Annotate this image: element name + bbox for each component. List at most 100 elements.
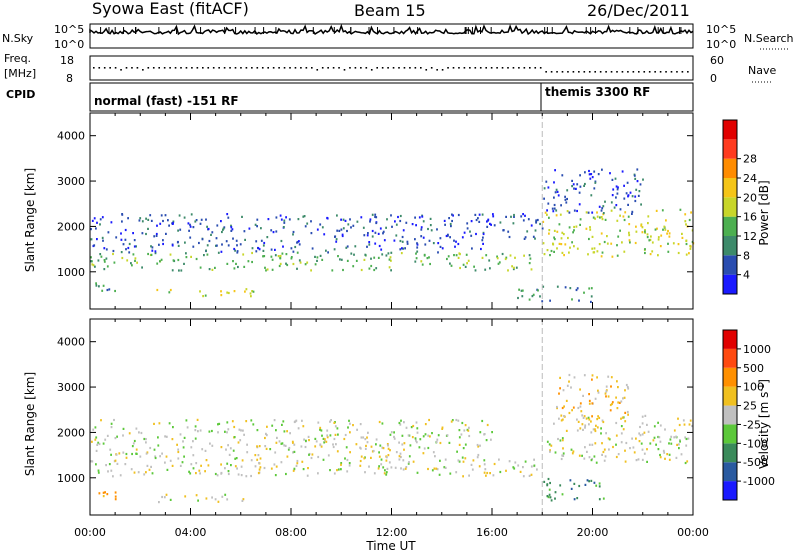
range-cell <box>292 451 294 454</box>
range-cell <box>264 436 266 440</box>
range-cell <box>448 441 451 444</box>
range-cell <box>608 438 611 441</box>
range-cell <box>591 211 594 214</box>
range-cell <box>624 460 627 463</box>
freq-dot <box>687 71 689 73</box>
range-cell <box>394 220 396 223</box>
range-cell <box>571 409 573 412</box>
range-cell <box>196 418 199 421</box>
range-cell <box>279 254 282 258</box>
range-cell <box>378 455 381 458</box>
range-cell <box>524 236 527 239</box>
range-cell <box>306 261 309 264</box>
range-cell <box>120 251 123 254</box>
range-cell <box>490 223 492 226</box>
range-cell <box>573 376 576 379</box>
range-cell <box>177 448 180 451</box>
colorbar-swatch <box>723 197 737 217</box>
range-cell <box>177 258 180 262</box>
range-cell <box>227 244 230 247</box>
range-cell <box>381 446 384 449</box>
range-cell <box>380 463 383 466</box>
range-cell <box>468 474 470 477</box>
range-cell <box>319 254 322 257</box>
range-cell <box>564 195 566 198</box>
range-cell <box>220 446 223 449</box>
range-cell <box>465 253 468 256</box>
range-cell <box>477 453 480 457</box>
range-cell <box>462 263 465 266</box>
range-cell <box>199 266 202 269</box>
range-cell <box>509 254 512 257</box>
range-cell <box>176 443 178 446</box>
range-cell <box>430 229 433 232</box>
range-cell <box>363 258 366 261</box>
range-cell <box>464 424 467 427</box>
range-cell <box>571 179 573 182</box>
range-cell <box>317 455 320 459</box>
range-cell <box>639 183 642 186</box>
range-cell <box>284 444 287 447</box>
range-cell <box>158 501 160 504</box>
range-cell <box>406 242 409 245</box>
freq-dot <box>283 67 286 69</box>
freq-dot <box>507 67 509 69</box>
range-cell <box>478 220 481 223</box>
range-cell <box>615 421 618 425</box>
colorbar-swatch <box>723 348 737 368</box>
y-tick-label: 3000 <box>57 381 85 394</box>
range-cell <box>446 434 449 437</box>
range-cell <box>344 457 346 460</box>
velocity-data <box>90 319 693 515</box>
range-cell <box>195 494 198 497</box>
freq-dot <box>474 67 477 69</box>
range-cell <box>211 268 214 271</box>
range-cell <box>601 442 603 445</box>
range-cell <box>140 431 143 435</box>
colorbar-tick-label: 8 <box>743 249 750 262</box>
range-cell <box>543 197 545 200</box>
range-cell <box>560 457 563 461</box>
range-cell <box>234 465 237 468</box>
range-cell <box>681 232 683 235</box>
range-cell <box>310 456 313 460</box>
range-cell <box>637 194 640 197</box>
range-cell <box>220 290 222 293</box>
range-cell <box>293 467 296 470</box>
range-cell <box>602 212 605 215</box>
range-cell <box>581 454 583 457</box>
range-cell <box>492 213 494 216</box>
range-cell <box>624 389 626 392</box>
range-cell <box>395 223 398 226</box>
range-cell <box>524 214 526 217</box>
range-cell <box>119 474 122 477</box>
range-cell <box>650 235 652 238</box>
freq-dot <box>321 67 324 69</box>
range-cell <box>517 464 520 467</box>
range-cell <box>298 243 301 246</box>
range-cell <box>627 413 629 416</box>
range-cell <box>373 268 376 272</box>
range-cell <box>559 484 562 487</box>
range-cell <box>553 238 556 241</box>
range-cell <box>628 239 631 242</box>
range-cell <box>238 428 241 431</box>
range-cell <box>622 428 625 431</box>
range-cell <box>90 238 93 241</box>
range-cell <box>458 436 461 439</box>
range-cell <box>578 203 581 206</box>
range-cell <box>322 458 325 461</box>
range-cell <box>553 229 556 232</box>
range-cell <box>561 231 564 234</box>
range-cell <box>624 211 627 214</box>
range-cell <box>237 441 240 444</box>
range-cell <box>378 420 381 424</box>
range-cell <box>316 259 318 262</box>
range-cell <box>296 251 299 254</box>
cpid-mode-1: normal (fast) -151 RF <box>94 94 239 108</box>
range-cell <box>243 230 246 233</box>
range-cell <box>224 493 227 496</box>
range-cell <box>271 258 274 261</box>
range-cell <box>280 442 283 445</box>
range-cell <box>334 235 337 238</box>
